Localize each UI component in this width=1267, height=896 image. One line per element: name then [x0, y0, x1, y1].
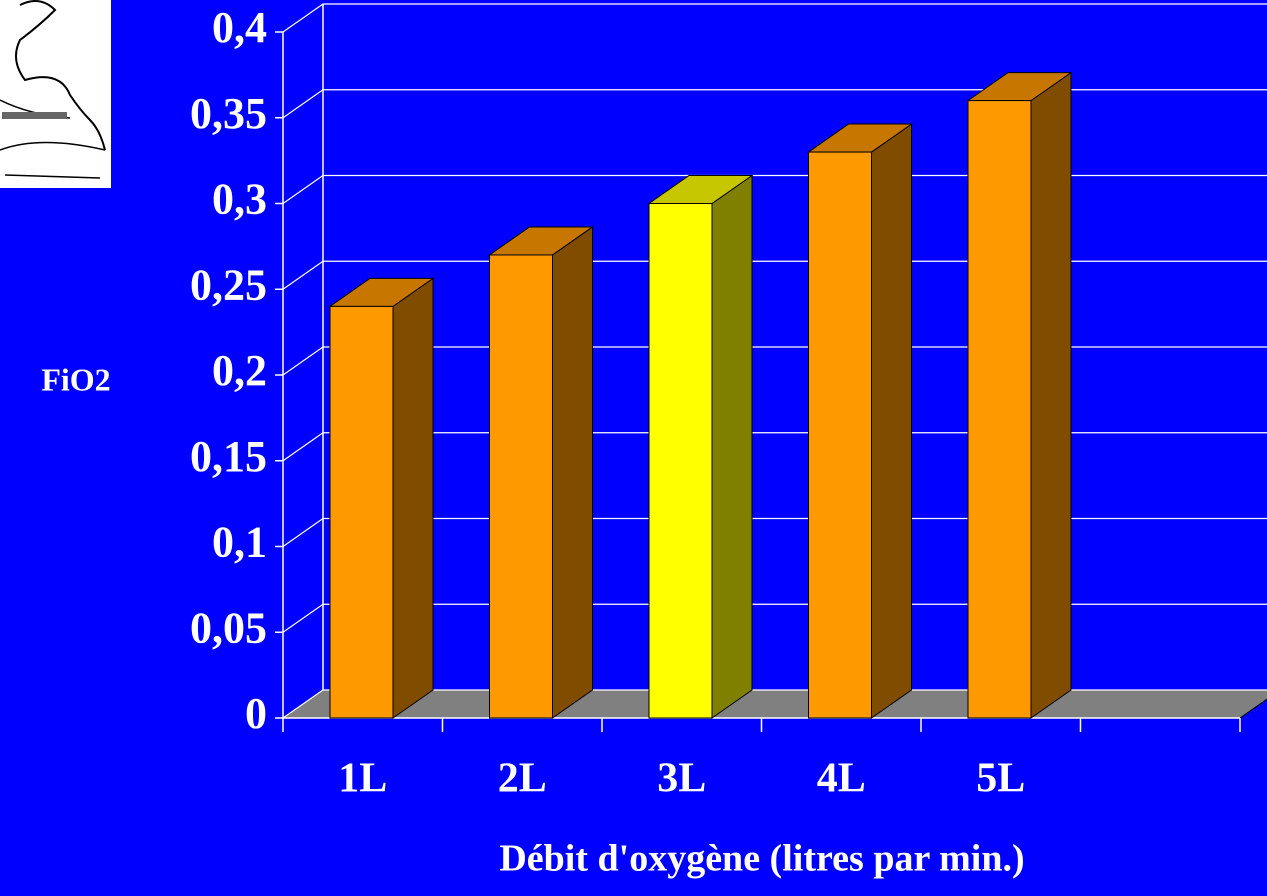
cannula — [2, 112, 67, 119]
bar — [647, 174, 754, 719]
bar — [966, 71, 1073, 719]
grid-line — [282, 3, 1267, 33]
bar — [806, 123, 914, 719]
y-tick-label: 0,4 — [212, 3, 267, 52]
bar-side — [1030, 71, 1072, 719]
grid-line — [282, 432, 1267, 462]
x-tick-label: 3L — [657, 756, 706, 802]
plot: 0 0,05 0,1 0,15 0,2 0,25 0,3 0,35 0,4 1L 2L 3L 4L 5L — [190, 3, 1267, 802]
bar-side — [711, 174, 753, 719]
x-tick-label: 1L — [338, 756, 387, 802]
y-tick-label: 0,2 — [212, 346, 267, 395]
grid-line — [282, 89, 1267, 119]
x-tick-label: 4L — [817, 756, 866, 802]
illustration-frame — [0, 0, 111, 188]
bar-front — [967, 100, 1032, 719]
x-axis-label: Débit d'oxygène (litres par min.) — [499, 838, 1024, 880]
y-tick-label: 0,05 — [190, 603, 267, 652]
x-tick-label: 5L — [976, 756, 1025, 802]
x-tick-label: 2L — [498, 756, 547, 802]
bar-front — [329, 305, 394, 719]
illustration — [0, 0, 111, 188]
grid-line — [282, 174, 1267, 204]
y-tick-label: 0 — [245, 689, 267, 738]
face-outline — [15, 0, 106, 151]
bar-side — [392, 277, 434, 719]
bar — [328, 277, 435, 719]
bar-side — [552, 225, 593, 719]
grid-line — [282, 603, 1267, 633]
y-axis-label: FiO2 — [41, 361, 110, 397]
grid-line — [282, 689, 1267, 719]
grid-line — [282, 517, 1267, 547]
y-tick-label: 0,1 — [212, 518, 267, 567]
y-tick-label: 0,25 — [190, 260, 267, 309]
bar-side — [871, 123, 912, 719]
floor — [281, 689, 1267, 719]
bar-front — [808, 151, 872, 719]
y-tick-label: 0,35 — [190, 89, 267, 138]
grid-line — [282, 260, 1267, 290]
y-tick-label: 0,15 — [190, 432, 267, 481]
bar-front — [489, 254, 553, 719]
bar-front — [648, 203, 713, 719]
bar — [487, 225, 595, 719]
y-tick-label: 0,3 — [212, 175, 267, 224]
grid-line — [282, 346, 1267, 376]
